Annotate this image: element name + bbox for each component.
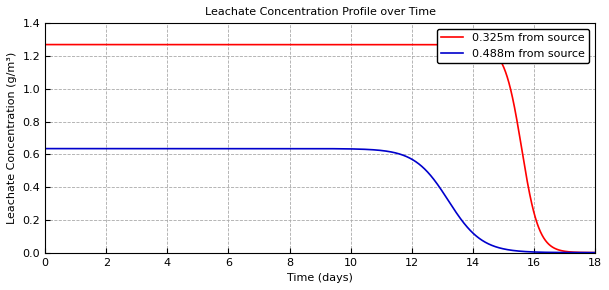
0.325m from source xyxy=(493,54,501,58)
0.488m from source xyxy=(371,148,379,152)
0.488m from source xyxy=(141,147,149,150)
0.488m from source xyxy=(493,246,501,249)
Legend: 0.325m from source, 0.488m from source: 0.325m from source, 0.488m from source xyxy=(437,29,590,63)
0.488m from source xyxy=(399,153,406,157)
0.488m from source xyxy=(591,251,599,254)
0.325m from source xyxy=(371,43,379,46)
0.325m from source xyxy=(399,43,406,46)
Line: 0.325m from source: 0.325m from source xyxy=(45,45,595,253)
0.325m from source xyxy=(252,43,259,46)
0.488m from source xyxy=(452,210,459,213)
0.325m from source xyxy=(41,43,49,46)
Title: Leachate Concentration Profile over Time: Leachate Concentration Profile over Time xyxy=(205,7,435,17)
0.488m from source xyxy=(41,147,49,150)
0.325m from source xyxy=(141,43,149,46)
X-axis label: Time (days): Time (days) xyxy=(287,273,353,283)
Line: 0.488m from source: 0.488m from source xyxy=(45,148,595,253)
0.325m from source xyxy=(452,43,459,46)
0.325m from source xyxy=(591,251,599,254)
Y-axis label: Leachate Concentration (g/m³): Leachate Concentration (g/m³) xyxy=(7,52,17,224)
0.488m from source xyxy=(252,147,259,150)
